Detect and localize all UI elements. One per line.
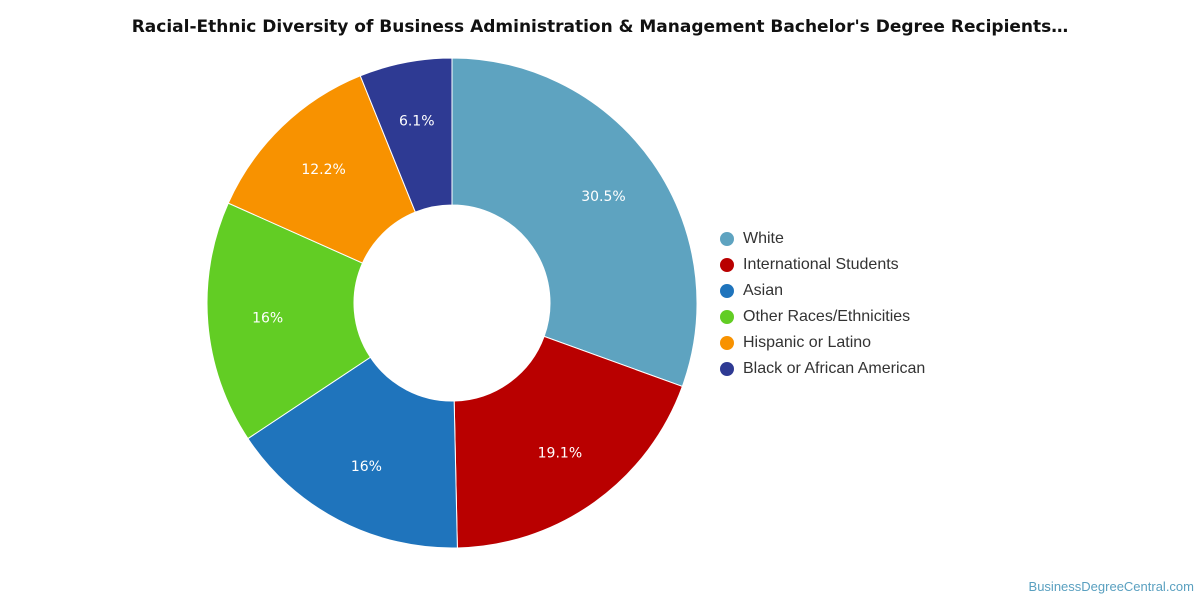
slice-hispanic-or-latino[interactable] (227, 75, 416, 264)
legend-item-asian[interactable]: Asian (720, 278, 925, 304)
legend-swatch (720, 362, 734, 376)
slice-other-races-ethnicities[interactable] (206, 202, 372, 440)
legend-label: Other Races/Ethnicities (743, 308, 911, 325)
slice-asian[interactable] (247, 356, 458, 549)
legend-item-hispanic-or-latino[interactable]: Hispanic or Latino (720, 330, 925, 356)
legend-label: White (743, 230, 784, 247)
legend-label: International Students (743, 256, 899, 273)
legend-swatch (720, 232, 734, 246)
legend-item-other-races-ethnicities[interactable]: Other Races/Ethnicities (720, 304, 925, 330)
legend-label: Hispanic or Latino (743, 334, 872, 351)
legend-label: Asian (743, 282, 784, 299)
data-label-asian: 16% (351, 459, 382, 475)
legend-item-white[interactable]: White (720, 226, 925, 252)
legend-item-international-students[interactable]: International Students (720, 252, 925, 278)
legend-swatch (720, 336, 734, 350)
data-label-hispanic-or-latino: 12.2% (301, 162, 345, 178)
legend-label: Black or African American (743, 360, 926, 377)
chart-title: Racial-Ethnic Diversity of Business Admi… (131, 17, 1069, 37)
watermark: BusinessDegreeCentral.com (1028, 579, 1194, 594)
legend-swatch (720, 284, 734, 298)
legend-swatch (720, 310, 734, 324)
legend-item-black-or-african-american[interactable]: Black or African American (720, 356, 925, 382)
chart-legend: White International Students Asian Other Ra… (720, 226, 925, 382)
data-label-white: 30.5% (581, 189, 625, 205)
data-label-international-students: 19.1% (538, 445, 582, 461)
data-label-black-or-african-american: 6.1% (399, 113, 435, 129)
slice-white[interactable] (451, 57, 698, 388)
legend-swatch (720, 258, 734, 272)
data-label-other-races-ethnicities: 16% (252, 310, 283, 326)
slice-international-students[interactable] (453, 335, 683, 549)
slice-black-or-african-american[interactable] (359, 57, 453, 213)
